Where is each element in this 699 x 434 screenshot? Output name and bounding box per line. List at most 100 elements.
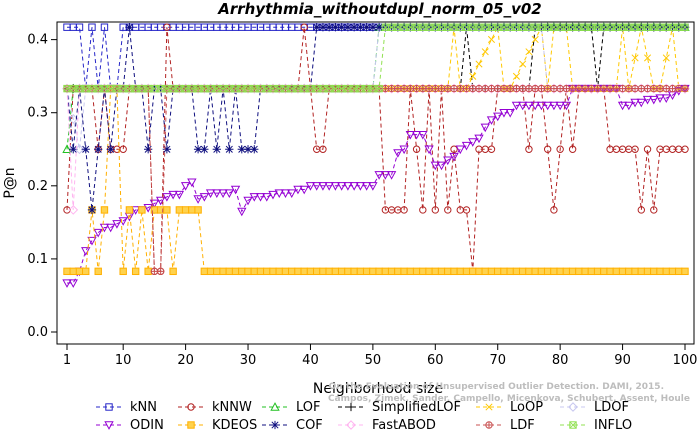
data-point xyxy=(419,267,427,276)
data-point xyxy=(169,267,177,276)
data-point xyxy=(68,205,79,215)
data-point xyxy=(380,171,391,180)
data-point xyxy=(318,23,328,32)
data-point xyxy=(269,267,277,276)
data-point xyxy=(512,267,521,276)
data-point xyxy=(312,267,321,276)
series-kdeos xyxy=(63,84,689,276)
x-tick-label: 70 xyxy=(489,353,506,368)
data-point xyxy=(643,267,652,276)
data-point xyxy=(174,190,185,200)
data-point xyxy=(356,267,365,276)
data-point xyxy=(505,109,515,118)
legend-label: COF xyxy=(296,418,323,433)
data-point xyxy=(106,145,115,154)
data-point xyxy=(643,54,652,62)
data-point xyxy=(675,267,683,276)
data-point xyxy=(637,267,646,276)
data-point xyxy=(331,23,340,32)
data-point xyxy=(168,190,178,200)
data-point xyxy=(655,94,665,103)
data-point xyxy=(337,267,346,276)
y-tick-label: 0.4 xyxy=(27,33,48,48)
legend-label: INFLO xyxy=(594,418,632,433)
legend-item-cof: COF xyxy=(262,418,323,433)
data-point xyxy=(243,145,253,154)
legend-marker xyxy=(569,421,577,429)
data-point xyxy=(668,84,677,93)
data-point xyxy=(386,171,397,180)
data-point xyxy=(231,267,240,276)
data-point xyxy=(381,84,390,93)
data-point xyxy=(218,189,228,199)
data-point xyxy=(562,84,571,93)
data-point xyxy=(493,112,503,122)
data-point xyxy=(274,189,284,199)
legend-item-inflo: INFLO xyxy=(560,418,632,433)
legend-marker xyxy=(105,403,113,411)
x-tick-label: 40 xyxy=(302,353,319,368)
data-point xyxy=(374,23,384,32)
data-point xyxy=(288,267,296,276)
data-point xyxy=(480,123,490,133)
data-point xyxy=(200,267,209,276)
data-point xyxy=(612,267,621,276)
legend-marker xyxy=(187,421,195,429)
data-point xyxy=(487,84,496,93)
data-point xyxy=(630,98,640,108)
data-point xyxy=(450,145,458,153)
data-point xyxy=(280,189,291,199)
data-point xyxy=(250,267,258,276)
data-point xyxy=(593,267,602,276)
data-point xyxy=(387,267,396,276)
legend-marker xyxy=(346,402,356,412)
data-point xyxy=(193,145,203,154)
data-point xyxy=(300,267,308,276)
data-point xyxy=(474,134,484,144)
data-point xyxy=(181,206,190,214)
data-point xyxy=(525,145,533,153)
data-point xyxy=(256,267,265,276)
data-point xyxy=(518,84,527,93)
legend-item-fastabod: FastABOD xyxy=(338,418,436,433)
data-point xyxy=(150,267,159,276)
data-point xyxy=(162,145,172,154)
data-point xyxy=(69,145,78,154)
data-point xyxy=(75,23,84,31)
data-point xyxy=(343,182,353,191)
data-point xyxy=(349,23,359,32)
legend-label: LDF xyxy=(510,418,535,433)
data-point xyxy=(556,267,564,276)
data-point xyxy=(637,206,646,214)
data-point xyxy=(530,101,540,111)
data-point xyxy=(500,267,508,276)
data-point xyxy=(587,84,596,93)
data-point xyxy=(319,267,327,276)
data-point xyxy=(306,267,315,276)
legend-item-knnw: kNNW xyxy=(178,400,252,415)
data-point xyxy=(194,206,202,214)
data-point xyxy=(494,84,502,93)
data-point xyxy=(294,267,302,276)
data-point xyxy=(319,145,327,153)
data-point xyxy=(125,23,134,32)
data-point xyxy=(263,267,271,276)
data-point xyxy=(162,193,172,202)
data-point xyxy=(531,267,539,276)
data-point xyxy=(436,161,447,171)
data-point xyxy=(643,84,652,93)
data-point xyxy=(469,267,477,276)
data-point xyxy=(156,267,165,276)
data-point xyxy=(606,267,614,276)
data-point xyxy=(63,206,71,214)
data-point xyxy=(525,267,533,276)
data-point xyxy=(469,72,477,80)
data-point xyxy=(499,109,509,118)
y-tick-label: 0.3 xyxy=(27,106,48,121)
legend-marker xyxy=(104,421,114,430)
data-point xyxy=(237,145,246,154)
legend-label: SimplifiedLOF xyxy=(372,400,461,415)
data-point xyxy=(387,84,396,93)
legend-marker xyxy=(485,421,493,429)
data-point xyxy=(250,145,259,154)
